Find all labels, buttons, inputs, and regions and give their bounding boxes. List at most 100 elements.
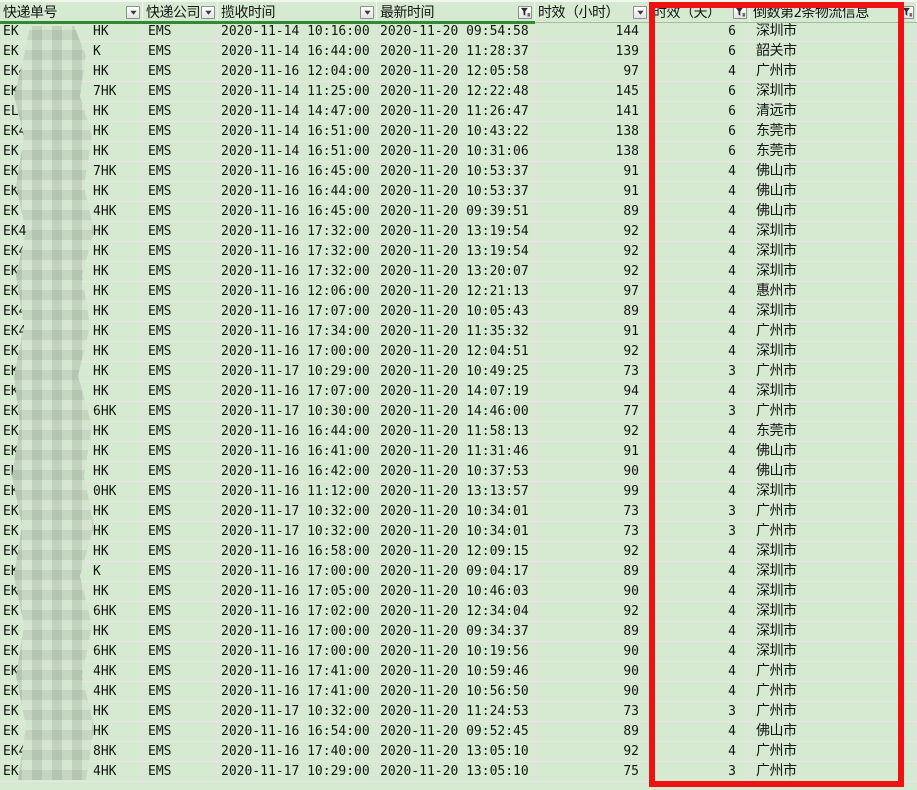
cell-hours[interactable]: 90 xyxy=(535,642,650,662)
cell-hours[interactable]: 91 xyxy=(535,322,650,342)
cell-hours[interactable]: 90 xyxy=(535,662,650,682)
cell-pickup-time[interactable]: 2020-11-16 17:00:00 xyxy=(218,642,377,662)
cell-latest-time[interactable]: 2020-11-20 14:46:00 xyxy=(377,402,535,422)
cell-days[interactable]: 4 xyxy=(650,242,750,262)
cell-days[interactable]: 4 xyxy=(650,422,750,442)
cell-pickup-time[interactable]: 2020-11-17 10:29:00 xyxy=(218,762,377,782)
cell-courier-company[interactable]: EMS xyxy=(143,322,218,342)
cell-days[interactable]: 4 xyxy=(650,442,750,462)
filter-applied-funnel-icon[interactable] xyxy=(900,5,914,19)
cell-pickup-time[interactable]: 2020-11-16 17:00:00 xyxy=(218,622,377,642)
cell-courier-company[interactable]: EMS xyxy=(143,222,218,242)
cell-days[interactable]: 3 xyxy=(650,402,750,422)
cell-courier-company[interactable]: EMS xyxy=(143,522,218,542)
cell-hours[interactable]: 92 xyxy=(535,222,650,242)
cell-city[interactable]: 佛山市 xyxy=(750,462,917,482)
cell-latest-time[interactable]: 2020-11-20 10:31:06 xyxy=(377,142,535,162)
cell-days[interactable]: 6 xyxy=(650,142,750,162)
cell-city[interactable]: 深圳市 xyxy=(750,622,917,642)
cell-latest-time[interactable]: 2020-11-20 09:39:51 xyxy=(377,202,535,222)
cell-courier-company[interactable]: EMS xyxy=(143,62,218,82)
cell-city[interactable]: 广州市 xyxy=(750,402,917,422)
cell-latest-time[interactable]: 2020-11-20 10:37:53 xyxy=(377,462,535,482)
cell-hours[interactable]: 73 xyxy=(535,522,650,542)
cell-city[interactable]: 深圳市 xyxy=(750,562,917,582)
cell-city[interactable]: 深圳市 xyxy=(750,302,917,322)
cell-city[interactable]: 佛山市 xyxy=(750,162,917,182)
cell-courier-company[interactable]: EMS xyxy=(143,342,218,362)
cell-courier-company[interactable]: EMS xyxy=(143,422,218,442)
cell-pickup-time[interactable]: 2020-11-16 17:02:00 xyxy=(218,602,377,622)
cell-hours[interactable]: 138 xyxy=(535,122,650,142)
cell-courier-company[interactable]: EMS xyxy=(143,482,218,502)
cell-city[interactable]: 东莞市 xyxy=(750,122,917,142)
cell-pickup-time[interactable]: 2020-11-14 16:51:00 xyxy=(218,122,377,142)
cell-latest-time[interactable]: 2020-11-20 11:35:32 xyxy=(377,322,535,342)
cell-pickup-time[interactable]: 2020-11-14 10:16:00 xyxy=(218,22,377,42)
cell-pickup-time[interactable]: 2020-11-16 11:12:00 xyxy=(218,482,377,502)
cell-latest-time[interactable]: 2020-11-20 10:53:37 xyxy=(377,162,535,182)
cell-courier-company[interactable]: EMS xyxy=(143,242,218,262)
cell-days[interactable]: 4 xyxy=(650,202,750,222)
cell-pickup-time[interactable]: 2020-11-14 16:51:00 xyxy=(218,142,377,162)
cell-courier-company[interactable]: EMS xyxy=(143,502,218,522)
cell-days[interactable]: 4 xyxy=(650,722,750,742)
cell-pickup-time[interactable]: 2020-11-16 17:41:00 xyxy=(218,662,377,682)
cell-courier-company[interactable]: EMS xyxy=(143,762,218,782)
cell-city[interactable]: 深圳市 xyxy=(750,82,917,102)
cell-pickup-time[interactable]: 2020-11-14 14:47:00 xyxy=(218,102,377,122)
cell-pickup-time[interactable]: 2020-11-17 10:32:00 xyxy=(218,522,377,542)
cell-hours[interactable]: 75 xyxy=(535,762,650,782)
cell-city[interactable]: 东莞市 xyxy=(750,422,917,442)
cell-latest-time[interactable]: 2020-11-20 10:05:43 xyxy=(377,302,535,322)
cell-pickup-time[interactable]: 2020-11-16 17:41:00 xyxy=(218,682,377,702)
cell-courier-company[interactable]: EMS xyxy=(143,42,218,62)
cell-courier-company[interactable]: EMS xyxy=(143,722,218,742)
cell-courier-company[interactable]: EMS xyxy=(143,602,218,622)
filter-dropdown-icon[interactable] xyxy=(201,5,215,19)
cell-latest-time[interactable]: 2020-11-20 13:13:57 xyxy=(377,482,535,502)
cell-hours[interactable]: 141 xyxy=(535,102,650,122)
cell-latest-time[interactable]: 2020-11-20 13:19:54 xyxy=(377,242,535,262)
cell-days[interactable]: 4 xyxy=(650,342,750,362)
cell-latest-time[interactable]: 2020-11-20 10:34:01 xyxy=(377,522,535,542)
cell-courier-company[interactable]: EMS xyxy=(143,82,218,102)
cell-latest-time[interactable]: 2020-11-20 12:05:58 xyxy=(377,62,535,82)
cell-latest-time[interactable]: 2020-11-20 11:24:53 xyxy=(377,702,535,722)
cell-days[interactable]: 4 xyxy=(650,602,750,622)
filter-applied-funnel-icon[interactable] xyxy=(733,5,747,19)
cell-latest-time[interactable]: 2020-11-20 11:31:46 xyxy=(377,442,535,462)
cell-pickup-time[interactable]: 2020-11-16 16:41:00 xyxy=(218,442,377,462)
cell-city[interactable]: 广州市 xyxy=(750,682,917,702)
cell-days[interactable]: 4 xyxy=(650,542,750,562)
cell-latest-time[interactable]: 2020-11-20 10:19:56 xyxy=(377,642,535,662)
cell-pickup-time[interactable]: 2020-11-16 16:45:00 xyxy=(218,162,377,182)
cell-latest-time[interactable]: 2020-11-20 09:54:58 xyxy=(377,22,535,42)
cell-days[interactable]: 4 xyxy=(650,682,750,702)
cell-city[interactable]: 广州市 xyxy=(750,62,917,82)
cell-latest-time[interactable]: 2020-11-20 13:20:07 xyxy=(377,262,535,282)
cell-courier-company[interactable]: EMS xyxy=(143,682,218,702)
cell-latest-time[interactable]: 2020-11-20 09:04:17 xyxy=(377,562,535,582)
filter-applied-funnel-icon[interactable] xyxy=(518,5,532,19)
cell-days[interactable]: 3 xyxy=(650,762,750,782)
cell-city[interactable]: 深圳市 xyxy=(750,482,917,502)
cell-days[interactable]: 4 xyxy=(650,322,750,342)
cell-days[interactable]: 4 xyxy=(650,562,750,582)
cell-days[interactable]: 4 xyxy=(650,382,750,402)
cell-city[interactable]: 深圳市 xyxy=(750,382,917,402)
cell-pickup-time[interactable]: 2020-11-17 10:29:00 xyxy=(218,362,377,382)
cell-courier-company[interactable]: EMS xyxy=(143,442,218,462)
cell-pickup-time[interactable]: 2020-11-16 17:07:00 xyxy=(218,302,377,322)
cell-days[interactable]: 4 xyxy=(650,642,750,662)
cell-latest-time[interactable]: 2020-11-20 12:34:04 xyxy=(377,602,535,622)
cell-city[interactable]: 深圳市 xyxy=(750,262,917,282)
cell-courier-company[interactable]: EMS xyxy=(143,122,218,142)
cell-latest-time[interactable]: 2020-11-20 09:52:45 xyxy=(377,722,535,742)
cell-city[interactable]: 广州市 xyxy=(750,762,917,782)
cell-courier-company[interactable]: EMS xyxy=(143,362,218,382)
cell-latest-time[interactable]: 2020-11-20 13:05:10 xyxy=(377,762,535,782)
cell-courier-company[interactable]: EMS xyxy=(143,162,218,182)
cell-latest-time[interactable]: 2020-11-20 12:22:48 xyxy=(377,82,535,102)
cell-courier-company[interactable]: EMS xyxy=(143,642,218,662)
